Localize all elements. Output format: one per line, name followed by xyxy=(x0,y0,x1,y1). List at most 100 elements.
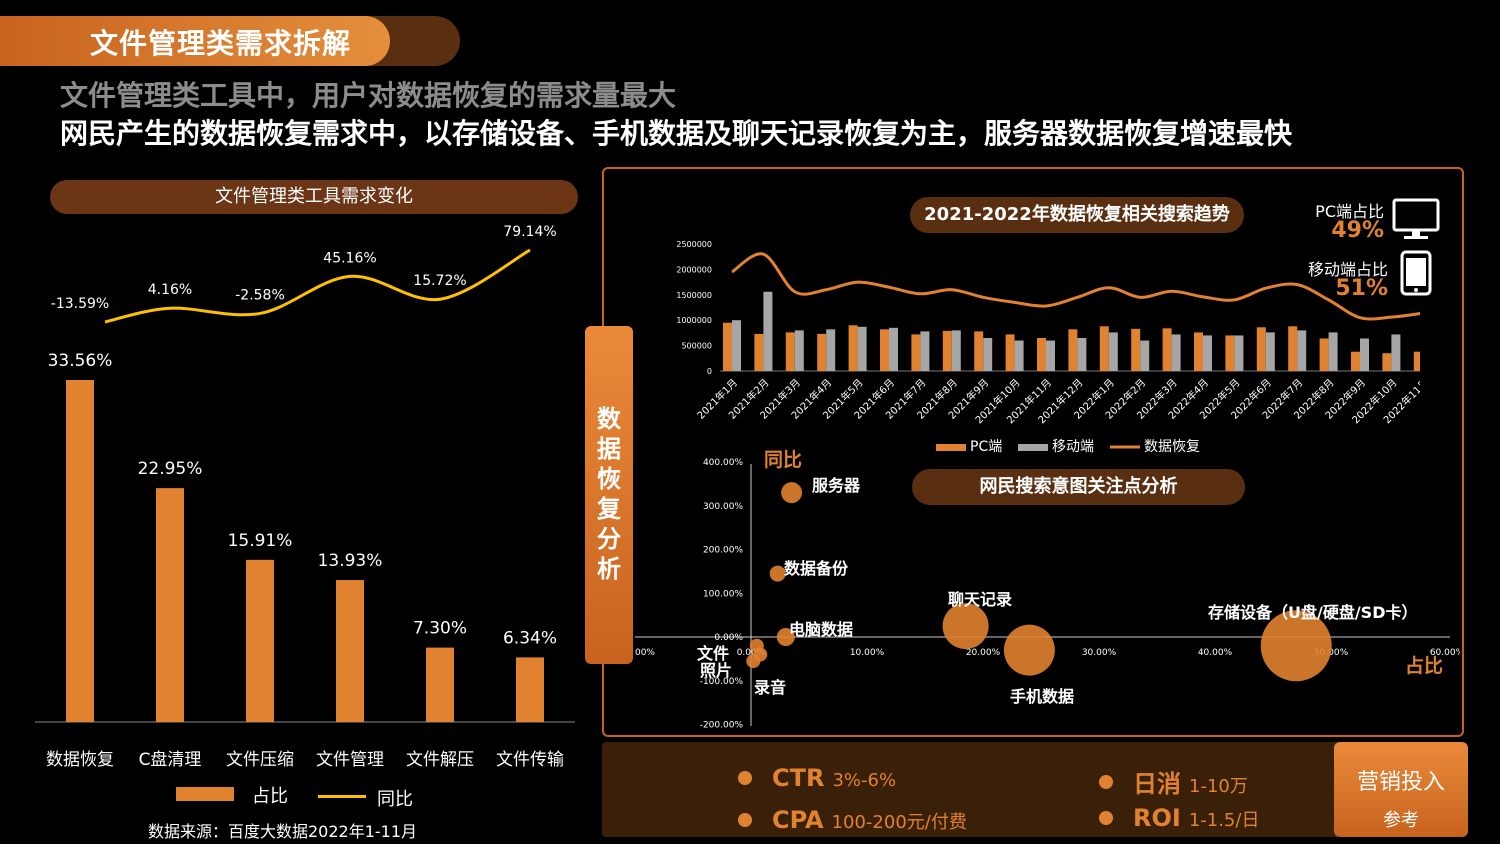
x-tick-label: 00% xyxy=(635,648,655,658)
bar-mobile xyxy=(1140,340,1150,371)
metric-value: 1-1.5/日 xyxy=(1188,810,1260,831)
bar-share xyxy=(156,488,184,722)
bar-mobile xyxy=(826,329,836,371)
bottom-metrics-bar xyxy=(602,742,1340,837)
bar-pc xyxy=(817,333,827,371)
y-tick-label: -100.00% xyxy=(700,677,744,687)
x-tick-label: 40.00% xyxy=(1198,648,1233,658)
bar-pc xyxy=(1319,338,1329,371)
scatter-point xyxy=(753,647,768,662)
point-label: 服务器 xyxy=(812,476,861,495)
metric-name: ROI xyxy=(1133,804,1181,832)
subtitle-line-2: 网民产生的数据恢复需求中，以存储设备、手机数据及聊天记录恢复为主，服务器数据恢复… xyxy=(60,117,1293,150)
legend-line-label: 数据恢复 xyxy=(1144,438,1200,455)
bar-mobile xyxy=(1108,332,1118,371)
bar-pc xyxy=(1382,353,1392,371)
marketing-reference-button[interactable] xyxy=(1334,742,1468,837)
point-label: 录音 xyxy=(754,678,786,697)
scatter-point xyxy=(769,565,786,582)
bar-mobile xyxy=(1171,334,1181,371)
category-tick-label: 文件压缩 xyxy=(226,750,294,770)
bar-pc xyxy=(1256,327,1266,371)
marketing-button-line2: 参考 xyxy=(1383,810,1419,831)
bar-mobile xyxy=(763,291,773,371)
intent-scatter-chart: -200.00% -100.00% 0.00% 100.00% 200.00% 300.0… xyxy=(635,449,1460,731)
scatter-point xyxy=(1260,610,1332,682)
scatter-point xyxy=(1003,624,1055,676)
metric-value: 3%-6% xyxy=(832,770,897,791)
bar-mobile xyxy=(1014,340,1024,371)
x-tick-label: 20.00% xyxy=(966,648,1001,658)
category-tick-label: 文件解压 xyxy=(406,750,474,770)
x-tick-label: 60.00% xyxy=(1430,648,1460,658)
y-tick-label: -200.00% xyxy=(700,721,744,731)
marketing-button-line1: 营销投入 xyxy=(1356,770,1445,795)
category-tick-label: C盘清理 xyxy=(139,750,202,770)
y-tick-label: 200.00% xyxy=(703,546,743,556)
x-origin-tick-label: 0.00% xyxy=(737,648,766,658)
bar-mobile xyxy=(1391,334,1401,371)
bar-mobile xyxy=(1203,335,1212,371)
y-tick-label: 100.00% xyxy=(703,589,743,599)
legend-yoy-label: 同比 xyxy=(377,789,413,810)
y-tick-label: 0 xyxy=(707,367,712,376)
left-chart-title: 文件管理类工具需求变化 xyxy=(50,180,578,214)
bar-value-label: 33.56% xyxy=(48,351,113,371)
x-tick-label: 10.00% xyxy=(850,648,885,658)
yoy-value-label: -13.59% xyxy=(51,296,109,312)
y-tick-label: 0.00% xyxy=(714,633,743,643)
bar-share xyxy=(426,647,454,722)
bar-pc xyxy=(1005,334,1015,371)
mobile-share-value: 51% xyxy=(1335,276,1388,301)
search-trend-chart: 050000010000001500000200000025000002021年… xyxy=(676,240,1420,455)
y-tick-label: 300.00% xyxy=(703,502,743,512)
bar-mobile xyxy=(1077,337,1087,371)
metric-name: CTR xyxy=(772,764,825,792)
trend-chart-title: 2021-2022年数据恢复相关搜索趋势 xyxy=(910,197,1244,233)
point-label: 聊天记录 xyxy=(948,590,1012,609)
bar-share xyxy=(66,380,94,722)
x-tick-label: 50.00% xyxy=(1314,648,1349,658)
bar-pc xyxy=(1099,326,1109,371)
y-axis-title: 同比 xyxy=(764,449,802,471)
point-label: 照片 xyxy=(700,661,732,680)
legend-yoy-swatch xyxy=(318,795,366,798)
y-tick-label: 2500000 xyxy=(676,240,712,249)
bar-share xyxy=(516,657,544,722)
bar-share xyxy=(336,580,364,722)
header-tab xyxy=(0,16,390,66)
side-label-pill xyxy=(585,326,633,664)
y-tick-label: 1000000 xyxy=(676,316,712,325)
y-tick-label: 2000000 xyxy=(676,265,712,274)
bar-value-label: 15.91% xyxy=(228,531,293,551)
bar-mobile xyxy=(1328,332,1338,371)
legend-share-label: 占比 xyxy=(252,786,288,807)
bar-mobile xyxy=(920,331,930,371)
bar-value-label: 7.30% xyxy=(413,619,467,639)
bar-pc xyxy=(1288,326,1298,371)
y-tick-label: 1500000 xyxy=(676,291,712,300)
yoy-value-label: 79.14% xyxy=(503,224,556,240)
metric-daily-spend: 日消 1-10万 xyxy=(1099,764,1248,799)
side-label-text: 数据恢复分析 xyxy=(597,405,621,583)
pc-share-value: 49% xyxy=(1331,218,1384,243)
bar-pc xyxy=(1225,335,1235,371)
bar-pc xyxy=(974,331,984,371)
scatter-point xyxy=(942,603,989,650)
bar-value-label: 13.93% xyxy=(318,551,383,571)
bar-pc xyxy=(942,330,952,371)
data-source: 数据来源：百度大数据2022年1-11月 xyxy=(148,822,418,841)
metric-name: CPA xyxy=(772,806,824,834)
bar-mobile xyxy=(857,326,867,371)
bar-mobile xyxy=(951,330,961,371)
mobile-share-label: 移动端占比 xyxy=(1307,260,1388,279)
x-axis-title: 占比 xyxy=(1405,654,1443,677)
metric-roi: ROI 1-1.5/日 xyxy=(1099,804,1259,832)
yoy-value-label: 4.16% xyxy=(148,282,192,298)
bar-pc xyxy=(1351,351,1360,371)
category-tick-label: 文件管理 xyxy=(316,750,384,770)
legend-mobile-label: 移动端 xyxy=(1052,439,1094,455)
bar-pc xyxy=(1194,332,1203,371)
bar-mobile xyxy=(1046,340,1055,371)
bar-mobile xyxy=(1265,332,1275,371)
